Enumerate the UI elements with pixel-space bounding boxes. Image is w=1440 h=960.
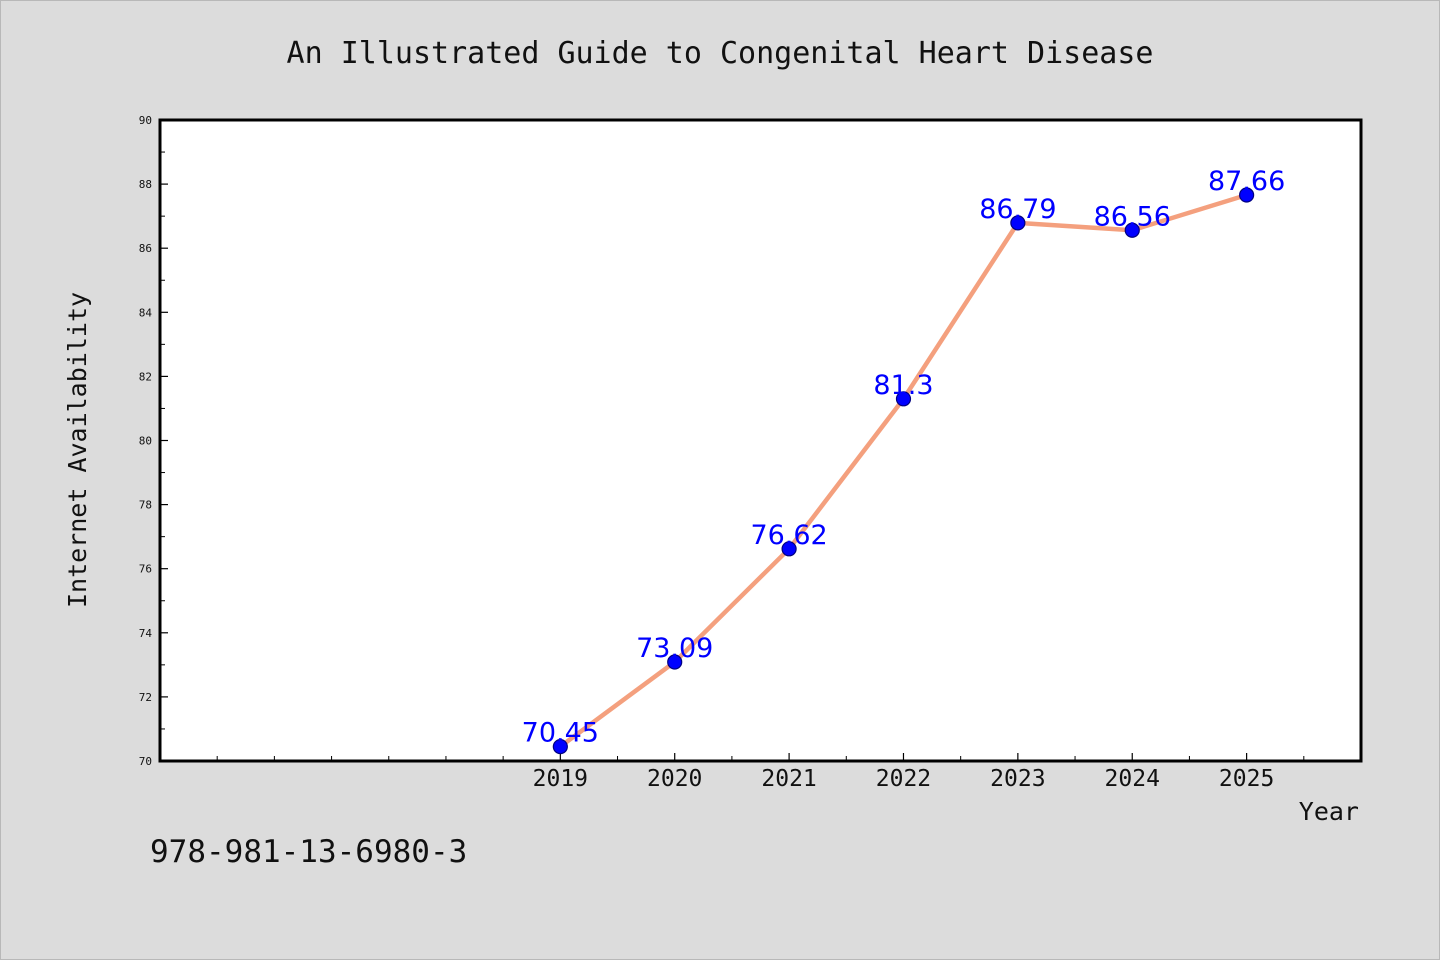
y-tick-label: 78 <box>139 499 152 512</box>
data-point <box>781 541 797 557</box>
x-tick-label: 2023 <box>990 766 1045 792</box>
data-label: 87.66 <box>1208 166 1285 197</box>
data-label: 76.62 <box>750 520 827 551</box>
data-label: 86.56 <box>1094 201 1171 232</box>
data-point <box>1124 222 1140 238</box>
x-tick-label: 2021 <box>761 766 816 792</box>
data-point <box>895 391 912 407</box>
data-point <box>1239 187 1255 203</box>
x-tick-label: 2019 <box>533 766 588 792</box>
data-point <box>667 654 683 670</box>
data-label: 81.3 <box>873 370 933 401</box>
y-tick-label: 90 <box>139 114 152 127</box>
data-point <box>1010 215 1026 231</box>
x-tick-label: 2025 <box>1219 766 1274 792</box>
plot-area <box>158 118 1363 763</box>
x-axis: 2019 2020 2021 2022 2023 2024 2025 <box>159 753 1362 792</box>
data-label: 86.79 <box>979 194 1056 225</box>
y-tick-label: 88 <box>139 178 152 191</box>
x-axis-label: Year <box>1299 797 1359 826</box>
y-tick-label: 82 <box>139 370 152 383</box>
y-tick-label: 74 <box>139 627 153 640</box>
y-tick-label: 76 <box>139 563 152 576</box>
y-tick-label: 80 <box>139 435 152 448</box>
x-tick-label: 2022 <box>876 766 931 792</box>
data-label: 70.45 <box>522 718 599 749</box>
y-axis: 70 72 74 76 78 80 82 84 86 88 90 <box>139 114 168 768</box>
isbn-text: 978-981-13-6980-3 <box>150 834 468 870</box>
y-tick-label: 86 <box>139 242 152 255</box>
y-tick-label: 70 <box>139 755 152 768</box>
chart-title: An Illustrated Guide to Congenital Heart… <box>287 36 1154 71</box>
x-tick-label: 2024 <box>1105 766 1160 792</box>
y-tick-label: 72 <box>139 691 152 704</box>
series-group: 70.45 73.09 76.62 81.3 86.79 86.56 87.66 <box>522 166 1285 755</box>
data-label: 73.09 <box>636 633 713 664</box>
data-point <box>552 738 568 755</box>
x-tick-label: 2020 <box>647 766 702 792</box>
y-axis-label: Internet Availability <box>63 292 92 608</box>
y-tick-label: 84 <box>139 306 153 319</box>
